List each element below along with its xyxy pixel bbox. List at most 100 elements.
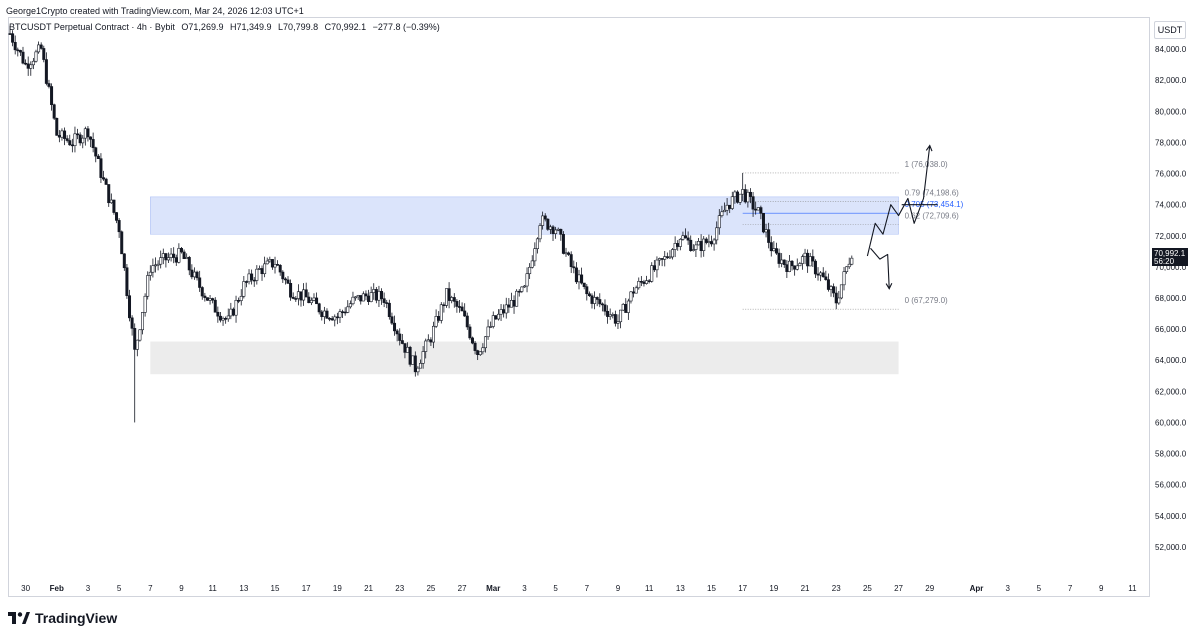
candle-body — [650, 265, 654, 282]
x-tick-label: 25 — [426, 584, 435, 593]
candle-body — [582, 282, 586, 287]
candle-body — [782, 259, 786, 265]
candle-body — [333, 316, 337, 321]
candle-body — [351, 296, 355, 305]
candle-body — [450, 297, 454, 301]
candle-body — [94, 147, 98, 157]
candle-body — [647, 280, 651, 282]
candle-body — [509, 300, 513, 308]
symbol-legend[interactable]: BTCUSDT Perpetual Contract · 4h · Bybit … — [9, 22, 444, 32]
candle-body — [299, 291, 303, 301]
candle-body — [774, 248, 778, 254]
candle-body — [530, 260, 534, 268]
candle-body — [153, 264, 157, 267]
candle-body — [37, 44, 41, 53]
x-tick-label: 30 — [21, 584, 30, 593]
candle-body — [26, 63, 30, 69]
candle-body — [169, 253, 173, 258]
candle-body — [31, 60, 35, 66]
candle-body — [587, 293, 591, 297]
candle-body — [395, 330, 399, 335]
candle-body — [216, 311, 220, 317]
candle-body — [286, 279, 290, 284]
x-tick-label: 5 — [117, 584, 122, 593]
x-tick-label: 15 — [707, 584, 716, 593]
candle-body — [281, 271, 285, 280]
candle-body — [429, 339, 433, 343]
x-tick-label: 3 — [522, 584, 527, 593]
candle-body — [502, 309, 506, 314]
candle-body — [652, 265, 656, 271]
candle-body — [735, 191, 739, 203]
last-price-tag: 70,992.1 56:20 — [1152, 248, 1188, 266]
symbol-name: BTCUSDT Perpetual Contract · 4h · Bybit — [9, 22, 175, 32]
candle-body — [419, 363, 423, 369]
candle-body — [616, 321, 620, 324]
candle-body — [156, 263, 160, 266]
candle-body — [426, 339, 430, 342]
candle-body — [813, 260, 817, 275]
candle-body — [645, 280, 649, 284]
candle-body — [406, 346, 410, 353]
x-tick-label: 17 — [738, 584, 747, 593]
candle-body — [543, 215, 547, 220]
candle-body — [387, 302, 391, 317]
candle-body — [21, 51, 25, 64]
y-tick-label: 84,000.0 — [1155, 45, 1187, 54]
candle-body — [141, 312, 145, 331]
x-tick-label: 7 — [148, 584, 153, 593]
candle-body — [470, 337, 474, 344]
candle-body — [819, 272, 823, 276]
candle-body — [676, 243, 680, 247]
candle-body — [499, 309, 503, 315]
ohlc-open: O71,269.9 — [181, 22, 224, 32]
candle-body — [590, 295, 594, 304]
candle-body — [44, 59, 48, 84]
candle-body — [403, 343, 407, 353]
candle-body — [263, 263, 267, 275]
x-tick-label: 17 — [302, 584, 311, 593]
candle-body — [608, 314, 612, 317]
candle-body — [671, 249, 675, 258]
candle-body — [515, 290, 519, 307]
candle-body — [203, 295, 207, 298]
candles-layer — [8, 25, 854, 423]
candle-body — [390, 316, 394, 324]
candle-body — [268, 259, 272, 262]
candle-body — [130, 317, 134, 329]
candle-body — [211, 298, 215, 301]
candle-body — [564, 252, 568, 255]
tradingview-logo[interactable]: TradingView — [8, 607, 117, 629]
candle-body — [704, 238, 708, 243]
candle-body — [125, 267, 129, 296]
x-tick-label: 5 — [553, 584, 558, 593]
candle-body — [665, 256, 669, 258]
candle-body — [504, 304, 508, 314]
candle-body — [468, 326, 472, 339]
candle-body — [593, 297, 597, 304]
candle-body — [684, 235, 688, 239]
currency-button[interactable]: USDT — [1154, 21, 1186, 39]
candle-body — [174, 257, 178, 263]
candle-body — [793, 265, 797, 270]
candle-body — [559, 228, 563, 235]
candle-body — [439, 304, 443, 321]
candle-body — [595, 297, 599, 300]
candle-body — [546, 218, 550, 230]
y-tick-label: 82,000.0 — [1155, 76, 1187, 85]
candle-body — [320, 311, 324, 317]
x-tick-label: 23 — [832, 584, 841, 593]
candle-body — [520, 286, 524, 292]
x-tick-label: 21 — [364, 584, 373, 593]
candle-body — [686, 237, 690, 241]
x-tick-label: 3 — [1005, 584, 1010, 593]
candle-body — [457, 306, 461, 308]
candle-body — [231, 308, 235, 316]
candle-body — [213, 299, 217, 313]
candle-body — [86, 128, 90, 138]
candle-body — [821, 272, 825, 278]
candle-body — [200, 287, 204, 297]
zones-layer — [150, 196, 899, 375]
ohlc-low: L70,799.8 — [278, 22, 319, 32]
